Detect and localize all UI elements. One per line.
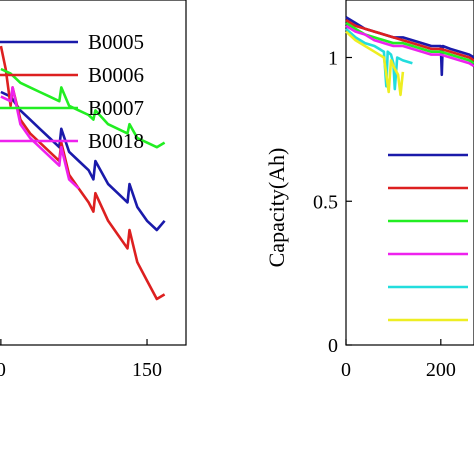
x-tick-label: 0 — [0, 359, 6, 381]
series-line-6 — [345, 30, 405, 97]
legend-label-1: B0005 — [88, 30, 144, 54]
plot-frame — [0, 0, 187, 346]
series-line-5 — [345, 27, 413, 91]
series-line-1 — [0, 90, 166, 232]
y-tick-label: 0.5 — [313, 191, 338, 213]
x-tick-label: 0 — [341, 359, 351, 381]
plot-frame — [345, 0, 474, 346]
left-chart-panel: 0 150 B0005 B0006 B0007 B0018 — [0, 0, 187, 381]
legend-label-3: B0007 — [88, 96, 144, 120]
y-tick-label: 1 — [328, 48, 338, 70]
legend-label-2: B0006 — [88, 63, 144, 87]
x-tick-label: 150 — [132, 359, 162, 381]
series-line-4 — [0, 86, 80, 190]
series-line-3 — [0, 67, 166, 149]
right-chart-panel: 0 200 0 0.5 1 Capacity(Ah) — [264, 0, 474, 381]
y-axis-title: Capacity(Ah) — [264, 148, 289, 268]
x-tick-label: 200 — [426, 359, 456, 381]
series-line-2 — [345, 18, 474, 62]
legend-label-4: B0018 — [88, 129, 144, 153]
series-line-4 — [345, 24, 474, 68]
y-tick-label: 0 — [328, 335, 338, 357]
